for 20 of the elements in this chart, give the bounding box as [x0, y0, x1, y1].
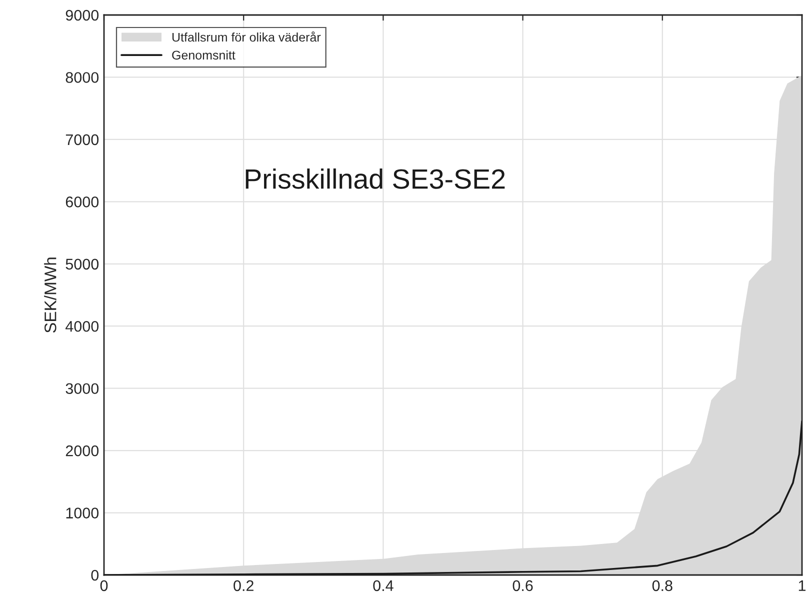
x-tick-label: 1 [798, 580, 806, 591]
y-tick-label: 6000 [66, 196, 99, 208]
y-tick-label: 8000 [66, 72, 99, 83]
x-tick-label: 0.2 [234, 580, 254, 592]
annotation: Prisskillnad SE3-SE2 [246, 168, 505, 189]
x-tick-label: 0 [100, 580, 108, 592]
y-tick-label: 5000 [66, 258, 99, 270]
legend-label: Utfallsrum för olika väderår [172, 31, 321, 42]
y-tick-label: 4000 [66, 320, 99, 332]
y-tick-label: 1000 [66, 508, 99, 518]
legend-label: Genomsnitt [172, 50, 236, 60]
y-tick-label: 0 [91, 570, 99, 581]
y-tick-label: 7000 [66, 134, 99, 146]
x-tick-label: 0.4 [373, 580, 394, 592]
y-tick-label: 2000 [66, 445, 99, 456]
x-tick-label: 0.8 [652, 580, 672, 592]
y-axis-title: SEK/MWh [44, 258, 56, 333]
y-tick-label: 9000 [66, 10, 99, 21]
x-tick-label: 0.6 [512, 580, 533, 592]
y-tick-label: 3000 [66, 383, 99, 394]
